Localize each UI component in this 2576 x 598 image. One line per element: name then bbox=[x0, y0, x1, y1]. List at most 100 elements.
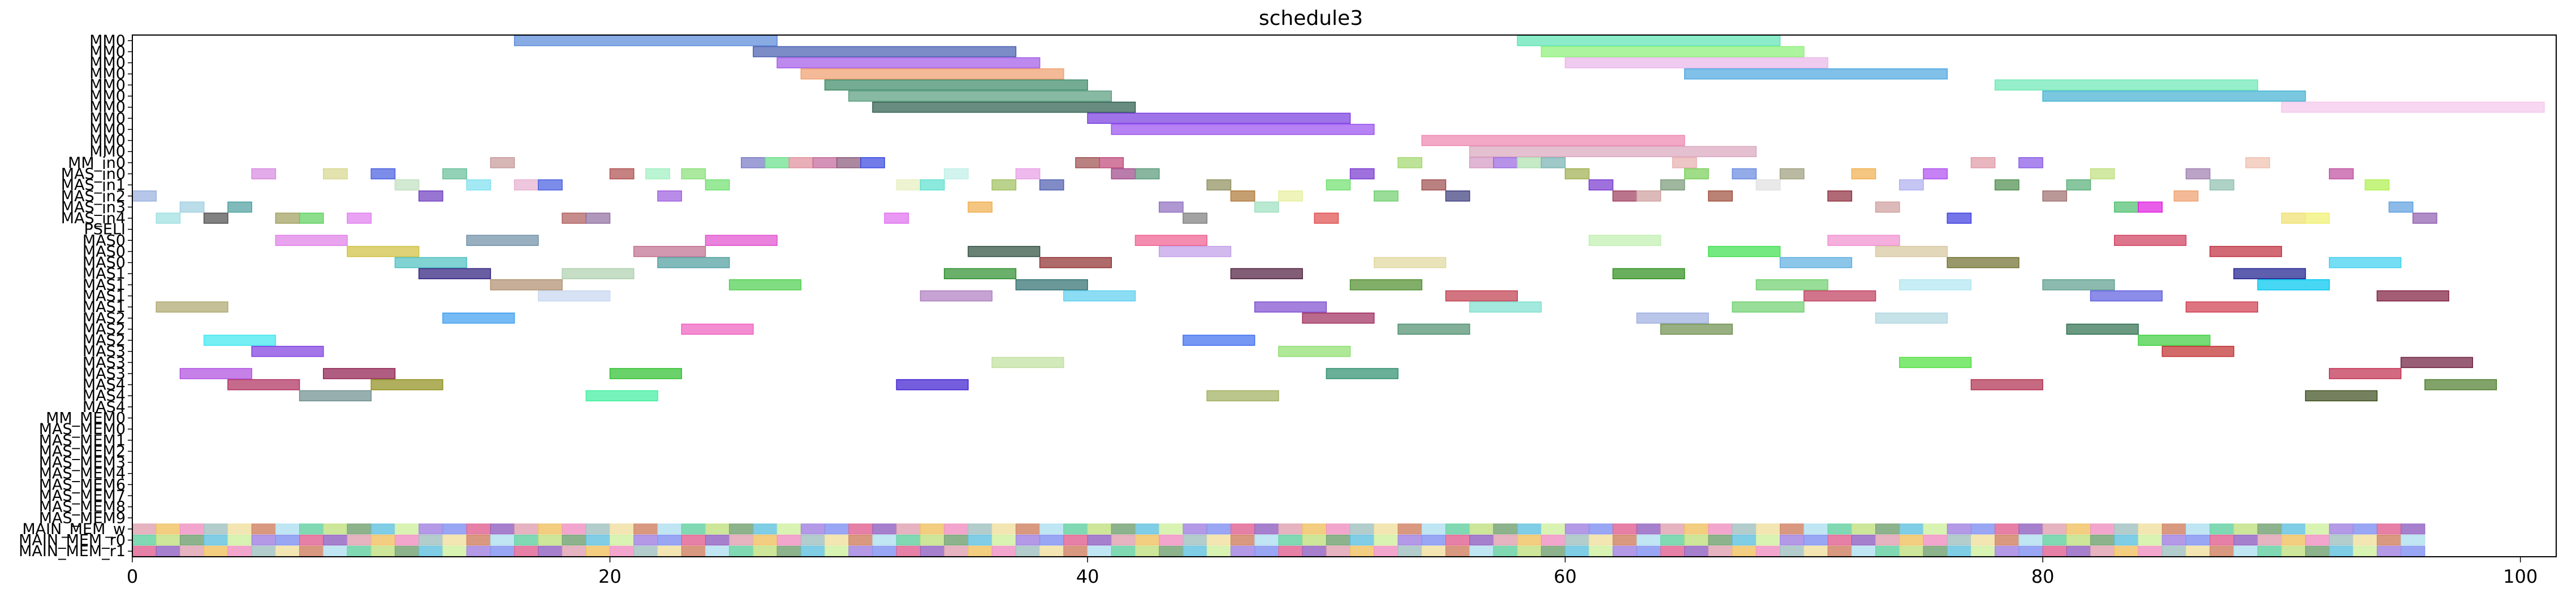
memory-slot bbox=[156, 545, 180, 557]
memory-slot bbox=[920, 535, 945, 546]
task-bars bbox=[132, 35, 2545, 557]
y-tick-label: MAS1 bbox=[83, 298, 126, 316]
task-bar bbox=[466, 235, 539, 246]
task-bar bbox=[2138, 335, 2211, 346]
task-bar bbox=[741, 157, 766, 168]
memory-slot bbox=[2114, 535, 2139, 546]
task-bar bbox=[2329, 168, 2354, 180]
y-tick-label: PSELI bbox=[84, 221, 126, 239]
memory-slot bbox=[466, 535, 491, 546]
memory-slot bbox=[1612, 523, 1637, 535]
memory-slot bbox=[657, 523, 682, 535]
memory-slot bbox=[538, 545, 563, 557]
memory-slot bbox=[872, 535, 897, 546]
task-bar bbox=[2400, 357, 2473, 369]
memory-slot bbox=[729, 523, 754, 535]
task-bar bbox=[1445, 290, 1518, 302]
memory-slot bbox=[1923, 523, 1948, 535]
task-bar bbox=[1947, 213, 1972, 224]
x-axis-ticks: 0 20 40 60 80 100 bbox=[127, 557, 2538, 587]
task-bar bbox=[848, 90, 1112, 102]
task-bar bbox=[2185, 168, 2211, 180]
memory-slot bbox=[466, 545, 491, 557]
task-bar bbox=[1349, 279, 1422, 291]
memory-slot bbox=[1827, 545, 1852, 557]
task-bar bbox=[920, 290, 993, 302]
task-bar bbox=[2066, 179, 2091, 190]
memory-slot bbox=[1039, 545, 1064, 557]
task-bar bbox=[466, 179, 491, 190]
memory-slot bbox=[1899, 535, 1924, 546]
memory-slot bbox=[1755, 545, 1781, 557]
y-tick-label: MAS2 bbox=[83, 332, 126, 349]
task-bar bbox=[1111, 168, 1136, 180]
task-bar bbox=[1421, 179, 1447, 190]
memory-slot bbox=[1063, 545, 1088, 557]
task-bar bbox=[1015, 279, 1088, 291]
memory-slot bbox=[1636, 535, 1662, 546]
task-bar bbox=[1134, 168, 1160, 180]
task-bar bbox=[1469, 157, 1494, 168]
y-tick-label: MAS4 bbox=[83, 376, 126, 394]
memory-slot bbox=[681, 545, 706, 557]
memory-slot bbox=[1183, 535, 1207, 546]
memory-slot bbox=[800, 535, 826, 546]
task-bar bbox=[872, 101, 1136, 113]
task-bar bbox=[203, 213, 228, 224]
y-tick-label: MAS_MEM9 bbox=[39, 509, 126, 527]
memory-slot bbox=[1230, 545, 1255, 557]
task-bar bbox=[179, 201, 205, 213]
task-bar bbox=[609, 168, 635, 180]
memory-slot bbox=[1326, 545, 1351, 557]
memory-slot bbox=[394, 523, 420, 535]
task-bar bbox=[203, 335, 277, 346]
y-tick-label: MAS1 bbox=[83, 265, 126, 283]
memory-slot bbox=[729, 535, 754, 546]
memory-slot bbox=[1589, 535, 1613, 546]
memory-slot bbox=[1684, 523, 1709, 535]
memory-slot bbox=[1923, 535, 1948, 546]
memory-slot bbox=[1445, 545, 1470, 557]
task-bar bbox=[2173, 190, 2199, 202]
task-bar bbox=[585, 390, 658, 402]
memory-slot bbox=[1469, 535, 1494, 546]
task-bar bbox=[2114, 235, 2187, 246]
task-bar bbox=[1636, 312, 1709, 324]
memory-slot bbox=[825, 545, 849, 557]
memory-slot bbox=[299, 545, 324, 557]
memory-slot bbox=[1397, 523, 1422, 535]
task-bar bbox=[1732, 301, 1805, 313]
memory-slot bbox=[633, 535, 658, 546]
task-bar bbox=[1302, 312, 1375, 324]
memory-slot bbox=[1230, 535, 1255, 546]
task-bar bbox=[1158, 246, 1232, 257]
memory-slot bbox=[132, 535, 157, 546]
task-bar bbox=[1134, 235, 1207, 246]
task-bar bbox=[1015, 168, 1041, 180]
y-tick-label: MM_MEM0 bbox=[46, 410, 126, 427]
task-bar bbox=[1684, 68, 1948, 80]
task-bar bbox=[2185, 301, 2258, 313]
memory-slot bbox=[1827, 523, 1852, 535]
memory-slot bbox=[1302, 535, 1327, 546]
x-tick-label: 60 bbox=[1554, 566, 1577, 587]
task-bar bbox=[2042, 279, 2115, 291]
memory-slot bbox=[370, 545, 395, 557]
memory-slot bbox=[2090, 545, 2115, 557]
memory-slot bbox=[1159, 523, 1184, 535]
y-tick-label: MAS3 bbox=[83, 365, 126, 383]
chart-title: schedule3 bbox=[1259, 7, 1363, 30]
memory-slot bbox=[2042, 535, 2067, 546]
task-bar bbox=[2233, 268, 2306, 280]
task-bar bbox=[1541, 46, 1805, 58]
memory-slot bbox=[968, 535, 993, 546]
task-bar bbox=[514, 35, 778, 46]
y-tick-label: MAS_MEM0 bbox=[39, 421, 126, 438]
memory-slot bbox=[776, 545, 801, 557]
memory-slot bbox=[1875, 545, 1900, 557]
y-tick-label: MAS_MEM8 bbox=[39, 499, 126, 516]
memory-slot bbox=[1875, 523, 1900, 535]
memory-slot bbox=[1183, 545, 1207, 557]
